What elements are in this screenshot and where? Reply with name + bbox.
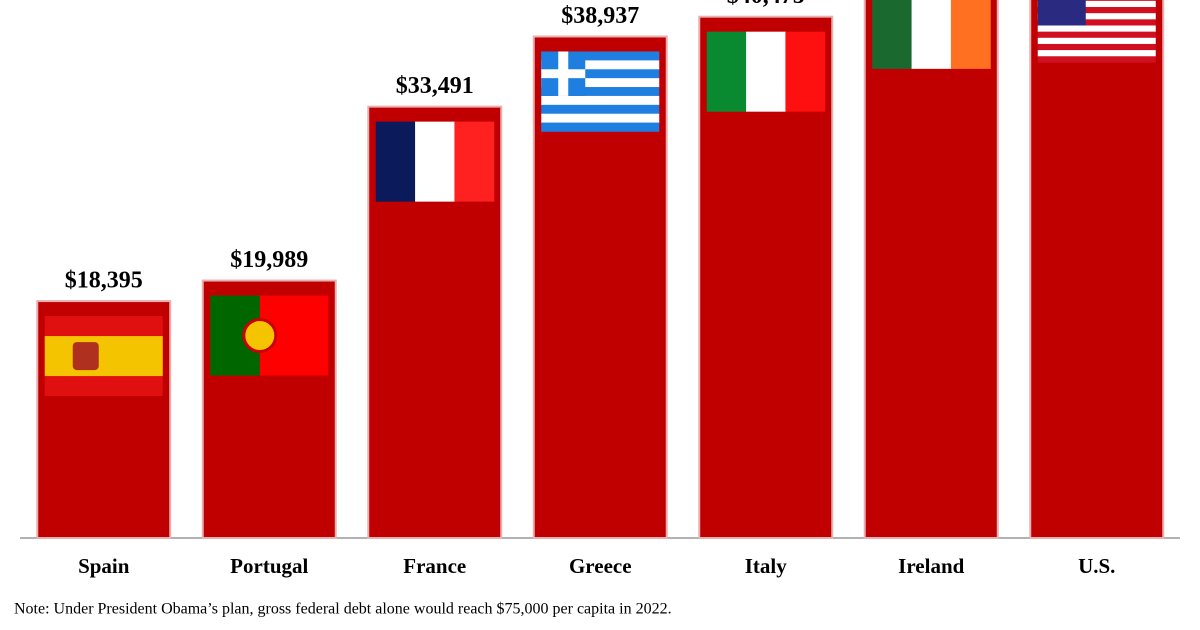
flag-stripe: [44, 336, 163, 377]
flag-stripe: [541, 113, 660, 123]
flag-emblem: [242, 318, 278, 354]
flag-stripe: [541, 69, 660, 79]
value-label: $40,475: [727, 0, 805, 9]
flag-stripe: [1037, 13, 1156, 20]
flag: [44, 316, 163, 397]
x-tick-label: U.S.: [1078, 554, 1115, 578]
flag-stripe: [415, 121, 455, 202]
flag-stripe: [746, 31, 786, 112]
x-tick-label: Italy: [745, 554, 788, 578]
flag-stripe: [375, 121, 416, 202]
flag-stripe: [1037, 25, 1156, 32]
x-tick-label: Ireland: [898, 554, 964, 578]
flag-stripe: [454, 121, 495, 202]
flag: [1037, 0, 1156, 63]
flag-stripe: [1037, 7, 1156, 14]
flag-stripe: [706, 31, 747, 112]
flag-stripe: [541, 78, 660, 88]
value-label: $38,937: [561, 3, 639, 29]
x-tick-label: Greece: [569, 554, 632, 578]
flag-stripe: [1037, 0, 1156, 8]
bar: [863, 0, 999, 540]
flag-stripe: [1037, 50, 1156, 57]
value-label: $18,395: [65, 268, 143, 294]
flag-stripe: [541, 95, 660, 106]
flag-stripe: [872, 0, 913, 69]
flag-canton: [1037, 0, 1086, 26]
flag-stripe: [1037, 31, 1156, 39]
value-label: $19,989: [230, 247, 308, 273]
x-tick-label: Spain: [78, 554, 130, 578]
flag-emblem: [72, 342, 99, 371]
bar: [1029, 0, 1165, 540]
note: Note: Under President Obama’s plan, gros…: [14, 601, 672, 618]
flag: [872, 0, 991, 69]
flag-stripe: [541, 87, 660, 97]
flag: [210, 295, 329, 376]
flag-stripe: [541, 60, 660, 70]
flag-stripe: [1037, 0, 1156, 2]
flag: [706, 31, 826, 112]
flag-stripe: [1037, 19, 1156, 26]
flag-cross: [541, 69, 586, 79]
flag-stripe: [1037, 43, 1156, 51]
x-tick-label: Portugal: [230, 554, 308, 578]
flag-stripe: [785, 31, 826, 112]
value-label: $33,491: [396, 73, 474, 99]
flag-stripe: [541, 122, 660, 132]
flag-stripe: [911, 0, 952, 69]
flag: [541, 51, 660, 132]
flag-stripe: [1037, 37, 1156, 45]
x-tick-label: France: [403, 554, 466, 578]
flag-stripe: [541, 104, 660, 115]
flag-stripe: [1037, 56, 1156, 63]
flag: [375, 121, 495, 202]
flag-stripe: [541, 51, 660, 61]
flag-stripe: [950, 0, 991, 69]
